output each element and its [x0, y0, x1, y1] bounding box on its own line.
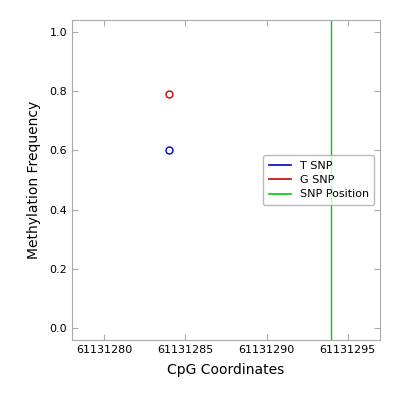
- Legend: T SNP, G SNP, SNP Position: T SNP, G SNP, SNP Position: [263, 155, 374, 205]
- Y-axis label: Methylation Frequency: Methylation Frequency: [27, 101, 41, 259]
- X-axis label: CpG Coordinates: CpG Coordinates: [167, 363, 285, 377]
